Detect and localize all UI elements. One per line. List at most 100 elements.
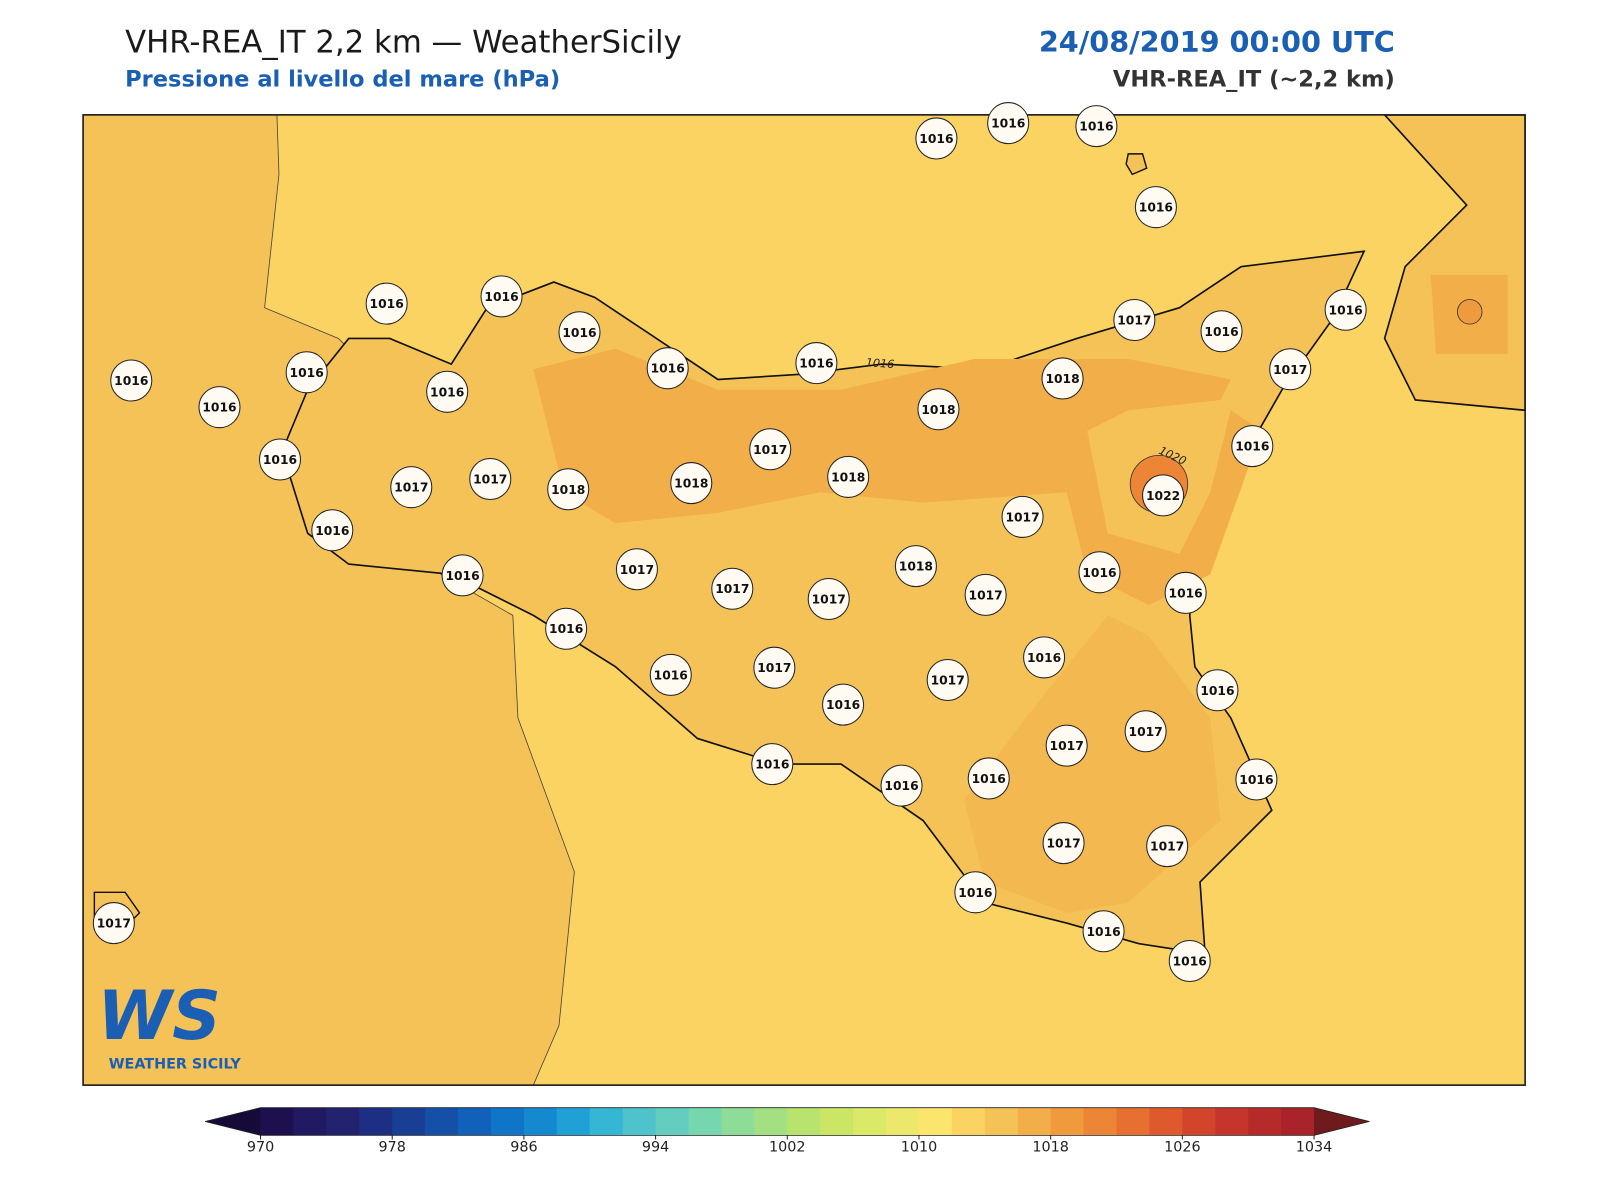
colorbar-tick-label: 1026 xyxy=(1164,1140,1201,1156)
station-marker xyxy=(649,653,692,696)
station: 1016 xyxy=(1164,571,1207,614)
station-value: 1016 xyxy=(654,668,688,682)
station-value: 1016 xyxy=(290,366,324,380)
station-value: 1017 xyxy=(1129,725,1163,739)
station-value: 1016 xyxy=(1027,651,1061,665)
station-marker xyxy=(753,646,796,689)
station-value: 1022 xyxy=(1146,489,1180,503)
station-marker xyxy=(822,683,865,726)
colorbar-tick-label: 970 xyxy=(247,1140,274,1156)
station-value: 1016 xyxy=(1082,566,1116,580)
station-marker xyxy=(615,548,658,591)
station-value: 1018 xyxy=(674,477,708,491)
station-marker xyxy=(558,311,601,354)
station-marker xyxy=(1023,636,1066,679)
station-marker xyxy=(1231,425,1274,468)
station-value: 1016 xyxy=(263,453,297,467)
station-value: 1017 xyxy=(620,563,654,577)
station: 1016 xyxy=(1023,636,1066,679)
colorbar-swatch xyxy=(293,1107,327,1136)
station-marker xyxy=(711,567,754,610)
station-marker xyxy=(1075,105,1118,148)
station: 1017 xyxy=(390,466,433,509)
station-marker xyxy=(807,577,850,620)
station-marker xyxy=(1324,288,1367,331)
pressure-area xyxy=(533,348,1262,606)
colorbar-tick-label: 994 xyxy=(642,1140,669,1156)
station-value: 1016 xyxy=(1169,586,1203,600)
colorbar-swatch xyxy=(523,1107,558,1136)
station-value: 1017 xyxy=(969,588,1003,602)
station: 1017 xyxy=(1269,348,1312,391)
station: 1016 xyxy=(987,102,1030,145)
station-marker xyxy=(1134,186,1177,229)
station-value: 1018 xyxy=(831,470,865,484)
station-marker xyxy=(1142,474,1185,517)
station: 1018 xyxy=(917,388,960,431)
colorbar-swatch xyxy=(490,1107,525,1136)
station-marker xyxy=(1082,910,1125,953)
station: 1016 xyxy=(258,438,302,481)
station-marker xyxy=(917,388,960,431)
colorbar-swatch xyxy=(688,1107,722,1136)
station: 1016 xyxy=(649,653,692,696)
station-value: 1016 xyxy=(1086,925,1120,939)
station-marker xyxy=(1041,357,1084,400)
colorbar-swatch xyxy=(1248,1107,1282,1136)
station: 1017 xyxy=(753,646,796,689)
station: 1016 xyxy=(1231,425,1274,468)
station-marker xyxy=(894,545,937,588)
station-marker xyxy=(670,462,713,505)
station: 1017 xyxy=(749,428,792,471)
station-value: 1016 xyxy=(445,569,479,583)
station: 1016 xyxy=(1235,758,1278,801)
station-value: 1016 xyxy=(972,772,1006,786)
colorbar-swatch xyxy=(1116,1107,1150,1136)
station: 1016 xyxy=(1075,105,1118,148)
station-value: 1016 xyxy=(484,290,518,304)
title: VHR-REA_IT 2,2 km — WeatherSicily xyxy=(125,25,682,61)
station: 1016 xyxy=(751,743,794,786)
model: VHR-REA_IT (~2,2 km) xyxy=(1113,67,1395,93)
station-marker xyxy=(880,764,923,807)
station-marker xyxy=(1124,710,1167,753)
station-value: 1016 xyxy=(826,698,860,712)
station-value: 1018 xyxy=(921,403,955,417)
colorbar-over xyxy=(1314,1107,1370,1136)
station: 1018 xyxy=(894,545,937,588)
colorbar-swatch xyxy=(425,1107,459,1136)
station-marker xyxy=(198,386,241,429)
colorbar-swatch xyxy=(458,1107,492,1136)
station-value: 1016 xyxy=(1329,303,1363,317)
colorbar-swatch xyxy=(622,1107,657,1136)
station-value: 1016 xyxy=(651,362,685,376)
station-marker xyxy=(646,347,689,390)
colorbar-tick-label: 978 xyxy=(379,1140,406,1156)
station-marker xyxy=(110,359,153,402)
station-value: 1016 xyxy=(884,779,918,793)
station-marker xyxy=(1146,825,1189,868)
colorbar-swatch xyxy=(1281,1107,1315,1136)
station: 1016 xyxy=(1078,551,1121,594)
station: 1017 xyxy=(1113,298,1156,342)
station-marker xyxy=(426,370,469,413)
station: 1016 xyxy=(880,764,923,807)
station: 1016 xyxy=(1134,186,1177,229)
station-value: 1017 xyxy=(1150,840,1184,854)
station-marker xyxy=(92,902,135,945)
map-frame xyxy=(82,114,1526,1086)
station: 1017 xyxy=(926,658,969,702)
colorbar-swatch xyxy=(754,1107,788,1136)
station-value: 1017 xyxy=(753,443,787,457)
station-marker xyxy=(1078,551,1121,594)
station-value: 1017 xyxy=(1273,363,1307,377)
colorbar-swatch xyxy=(853,1107,887,1136)
station: 1016 xyxy=(480,275,523,318)
station: 1018 xyxy=(547,468,590,511)
colorbar-swatch xyxy=(951,1107,986,1136)
station-marker xyxy=(987,102,1030,145)
station-value: 1017 xyxy=(97,917,131,931)
logo-name: WEATHER SICILY xyxy=(109,1057,242,1073)
station-marker xyxy=(545,607,588,650)
